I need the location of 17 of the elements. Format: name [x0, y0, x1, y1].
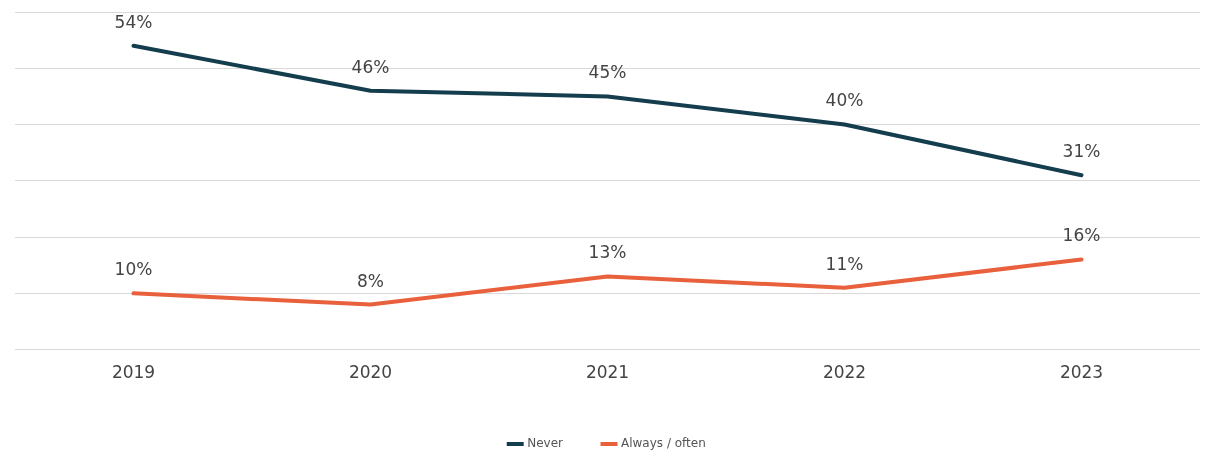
data-label: 40% — [825, 90, 864, 111]
x-tick-label: 2021 — [585, 362, 630, 383]
data-label: 54% — [114, 11, 153, 32]
data-label: 10% — [114, 259, 153, 280]
x-tick-label: 2019 — [111, 362, 156, 383]
legend-label: Never — [527, 436, 564, 451]
data-label: 8% — [357, 270, 384, 291]
data-label: 11% — [825, 253, 864, 274]
data-label: 13% — [588, 242, 627, 263]
data-label: 31% — [1062, 141, 1101, 162]
x-tick-label: 2023 — [1059, 362, 1104, 383]
legend-label: Always / often — [621, 436, 706, 451]
data-label: 45% — [588, 62, 627, 83]
data-label: 46% — [351, 56, 390, 77]
data-label: 16% — [1062, 225, 1101, 246]
x-tick-label: 2022 — [822, 362, 867, 383]
x-tick-label: 2020 — [348, 362, 393, 383]
